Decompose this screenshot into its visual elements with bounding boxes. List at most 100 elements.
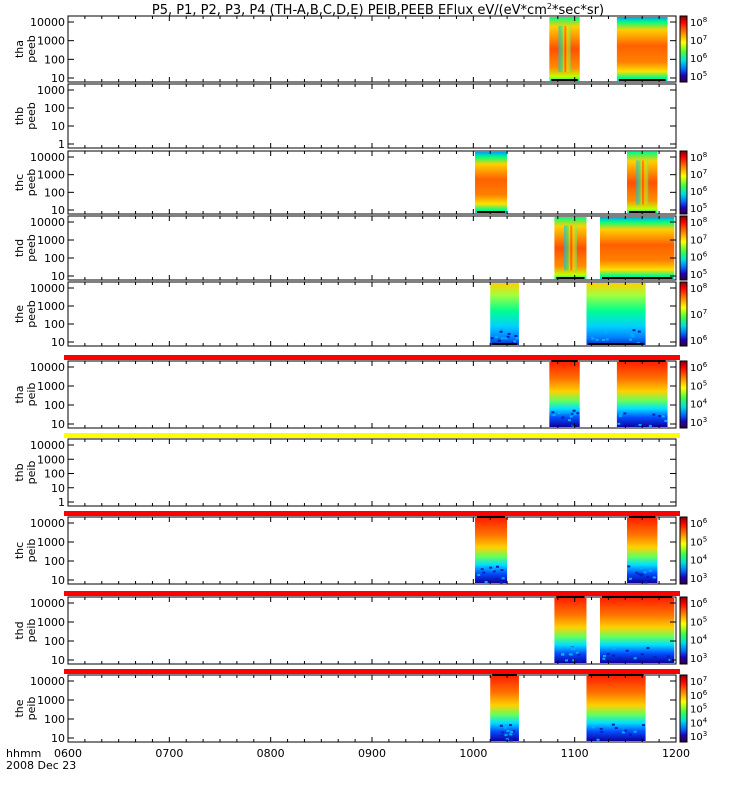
colorbar-label: 105: [690, 379, 707, 392]
spectrogram-speckle: [516, 330, 519, 332]
colorbar: [680, 216, 687, 280]
colorbar-label: 108: [690, 151, 707, 164]
colorbar-label-exponent: 6: [703, 52, 708, 60]
colorbar-label-exponent: 5: [703, 202, 707, 210]
colorbar-label: 106: [690, 185, 708, 198]
y-tick-label: 100: [44, 399, 65, 412]
y-tick-label: 10000: [30, 16, 65, 29]
spectrogram-speckle: [662, 415, 665, 417]
y-tick-label: 1000: [37, 300, 65, 313]
y-tick-label: 1000: [37, 616, 65, 629]
spectrogram-speckle: [500, 331, 503, 333]
colorbar-label-base: 10: [690, 153, 703, 164]
mode-bar: [556, 277, 584, 279]
colorbar-label-exponent: 3: [703, 730, 707, 738]
spectrogram-speckle: [632, 329, 635, 331]
colorbar-label-base: 10: [690, 235, 703, 246]
spectrogram-speckle: [591, 338, 594, 340]
panel-label-product: peib: [25, 383, 38, 407]
spectrogram-speckle: [634, 731, 637, 733]
spectrogram-speckle: [639, 424, 642, 426]
colorbar-label-base: 10: [690, 381, 703, 392]
y-tick-label: 1000: [37, 169, 65, 182]
colorbar-label-exponent: 8: [703, 151, 707, 159]
colorbar-label-base: 10: [690, 36, 703, 47]
colorbar-label-exponent: 6: [703, 689, 708, 697]
panel-label-product: peib: [25, 619, 38, 643]
panel-label-product: peeb: [25, 35, 38, 63]
spectrogram-speckle: [485, 581, 488, 583]
spectrogram-speckle: [510, 731, 513, 733]
spectrogram-speckle: [600, 728, 603, 730]
x-axis: 0600 0700 0800 0900 1000 1100 1200 hhmm2008 Dec…: [6, 747, 690, 772]
colorbar-label: 108: [690, 216, 707, 229]
colorbar-label-base: 10: [690, 284, 703, 295]
colorbar-label: 104: [690, 634, 708, 647]
colorbar-label-exponent: 8: [703, 282, 707, 290]
spectrogram-speckle: [477, 574, 480, 576]
y-tick-label: 10000: [30, 361, 65, 374]
colorbar-label-exponent: 5: [703, 535, 707, 543]
y-tick-label: 1: [58, 138, 65, 151]
spectrogram-speckle: [482, 572, 485, 574]
colorbar-label-exponent: 7: [703, 168, 707, 176]
panel-label-product: peib: [25, 539, 38, 563]
spectrogram-speckle: [558, 412, 561, 414]
spectrogram-speckle: [647, 647, 650, 649]
spectrogram-speckle: [613, 648, 616, 650]
x-tick-label: 1200: [662, 747, 690, 760]
colorbar-label: 103: [690, 652, 707, 665]
spectrogram-speckle: [573, 413, 576, 415]
colorbar-label-base: 10: [690, 418, 703, 429]
panel-label-product: peib: [25, 697, 38, 721]
colorbar-label-base: 10: [690, 170, 703, 181]
y-tick-label: 10000: [30, 597, 65, 610]
spectrogram-speckle: [615, 727, 618, 729]
y-tick-label: 10: [51, 120, 65, 133]
spectrogram-speckle: [627, 565, 630, 567]
colorbar-label-base: 10: [690, 691, 703, 702]
colorbar-label: 108: [690, 282, 707, 295]
colorbar-label-base: 10: [690, 336, 703, 347]
y-tick-label: 10000: [30, 675, 65, 688]
colorbar-label: 108: [690, 16, 707, 29]
y-tick-label: 1000: [37, 536, 65, 549]
spectrogram-speckle: [514, 335, 517, 337]
y-tick-label: 10000: [30, 216, 65, 229]
spectrogram-speckle: [500, 329, 503, 331]
y-tick-label: 100: [44, 635, 65, 648]
spectrogram-speckle: [498, 340, 501, 342]
colorbar-label: 104: [690, 398, 708, 411]
spectrogram-block: [549, 362, 579, 427]
spectrogram-speckle: [634, 657, 637, 659]
spectrogram-speckle: [653, 577, 656, 579]
colorbar-label: 103: [690, 730, 707, 743]
spectrogram-speckle: [626, 650, 629, 652]
colorbar: [680, 361, 687, 428]
colorbar-label: 105: [690, 535, 707, 548]
panel-frame: [68, 16, 676, 82]
colorbar-label: 107: [690, 233, 707, 246]
spectrogram-speckle: [617, 423, 620, 425]
spectrogram-block: [627, 518, 657, 583]
spectrogram-speckle: [573, 410, 576, 412]
colorbar-label-exponent: 6: [703, 251, 708, 259]
spectrogram-block: [586, 676, 645, 741]
y-tick-label: 10000: [30, 282, 65, 295]
colorbar-label: 107: [690, 308, 707, 321]
spectrogram-speckle: [571, 646, 574, 648]
colorbar-label-exponent: 6: [703, 517, 708, 525]
spectrogram-speckle: [501, 567, 504, 569]
y-tick-label: 1000: [37, 84, 65, 97]
spectrogram-speckle: [561, 417, 564, 419]
y-tick-label: 100: [44, 53, 65, 66]
spectrogram-speckle: [630, 333, 633, 335]
spectrogram-speckle: [623, 412, 626, 414]
x-tick-label: 0800: [257, 747, 285, 760]
colorbar-label-base: 10: [690, 204, 703, 215]
panel-frame: [68, 675, 676, 742]
colorbar-label-base: 10: [690, 253, 703, 264]
y-tick-label: 1000: [37, 380, 65, 393]
spectrogram-speckle: [649, 570, 652, 572]
colorbar-label: 105: [690, 615, 707, 628]
